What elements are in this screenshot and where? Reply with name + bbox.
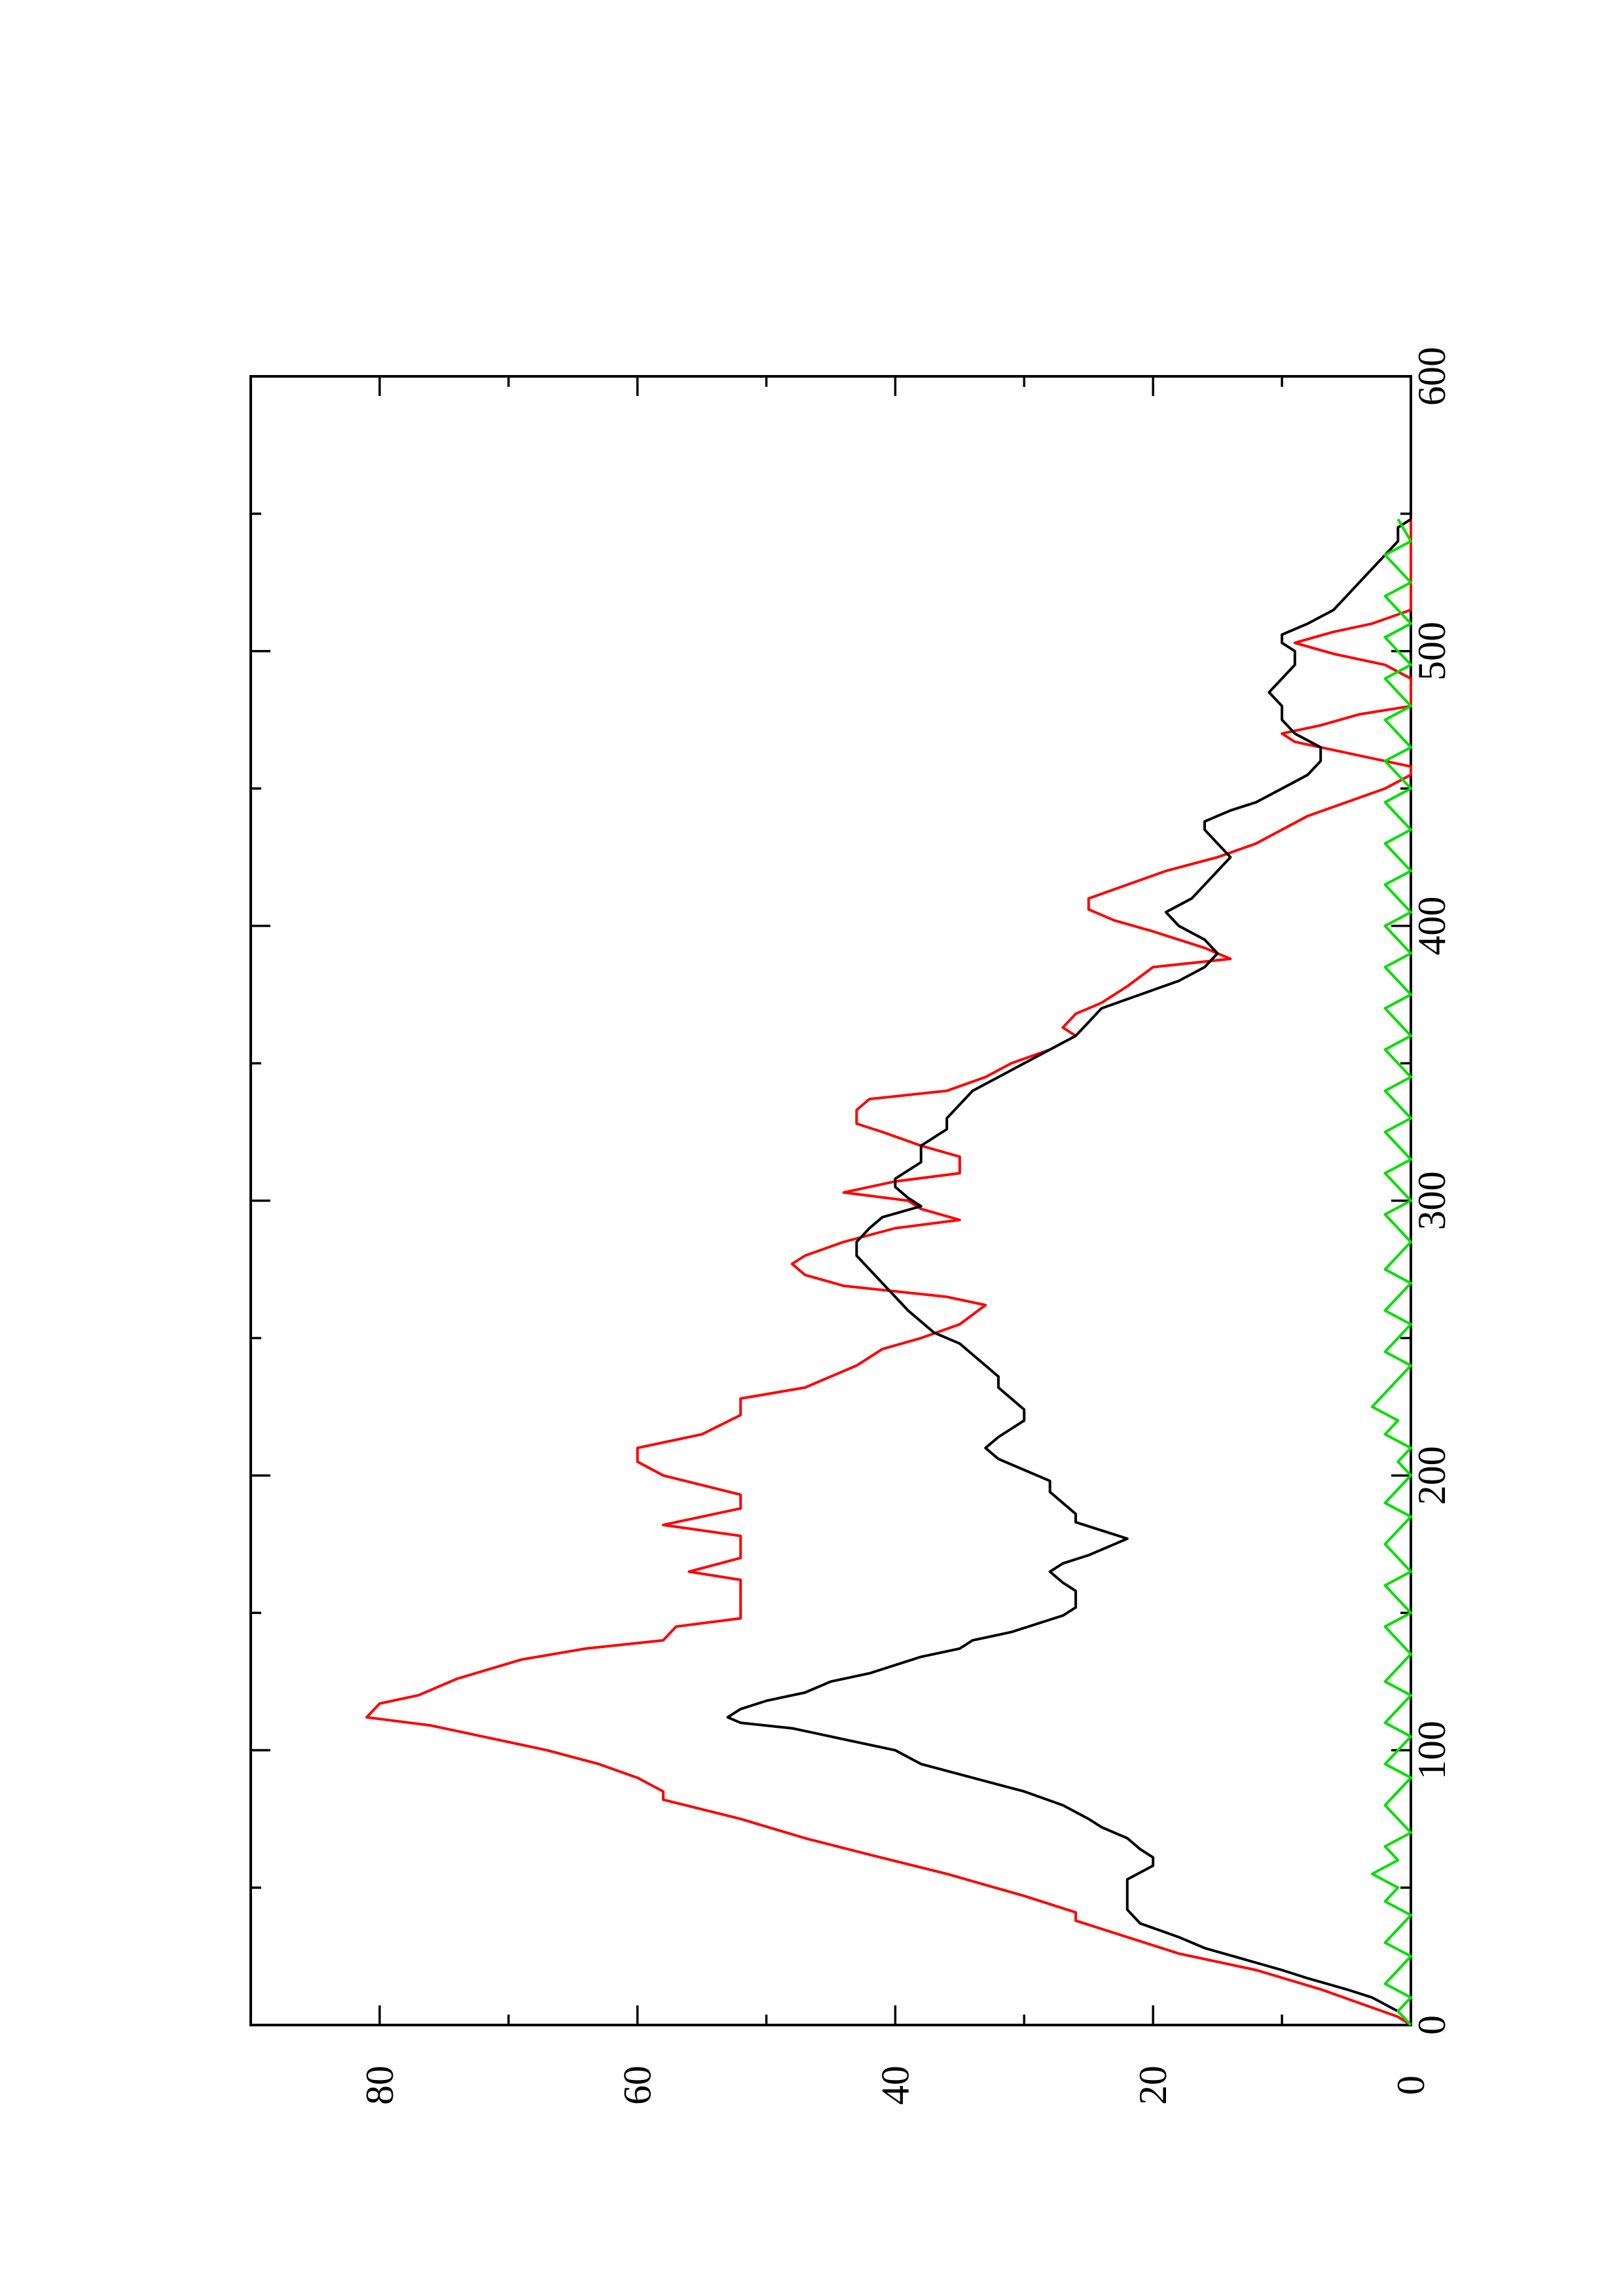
series-line-1 (365, 519, 1412, 2026)
series-line-2 (726, 518, 1412, 2026)
series-line-3 (1370, 518, 1412, 2026)
x-tick-label: 500 (1410, 622, 1453, 681)
y-tick-label: 0 (1389, 2075, 1432, 2095)
series-lines (365, 518, 1412, 2026)
x-tick-label: 300 (1410, 1172, 1453, 1230)
x-tick-label: 600 (1410, 347, 1453, 406)
x-tick-label: 100 (1410, 1721, 1453, 1780)
y-tick-label: 40 (873, 2066, 917, 2105)
plot-frame (249, 375, 1412, 2026)
y-tick-label: 60 (616, 2066, 659, 2105)
y-tick-label: 80 (358, 2066, 401, 2105)
y-tick-label: 20 (1131, 2066, 1175, 2105)
x-tick-label: 0 (1410, 2015, 1453, 2035)
axis-ticks (251, 375, 1412, 2026)
x-tick-label: 400 (1410, 897, 1453, 956)
x-tick-label: 200 (1410, 1446, 1453, 1505)
tick-labels: 0 100 200 300 400 500 600 0 20 40 60 80 (358, 347, 1453, 2105)
